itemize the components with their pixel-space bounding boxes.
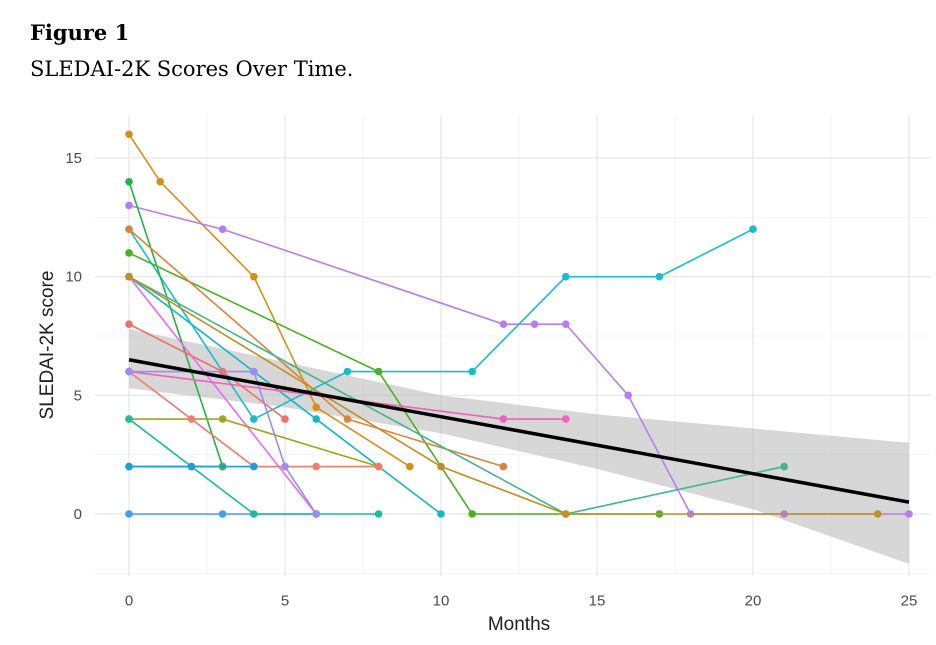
data-point bbox=[561, 272, 570, 281]
x-tick-label: 0 bbox=[125, 593, 133, 610]
data-point bbox=[312, 403, 321, 412]
data-point bbox=[250, 272, 258, 281]
data-point bbox=[125, 415, 133, 423]
data-point bbox=[561, 415, 570, 423]
y-tick-label: 5 bbox=[74, 387, 82, 404]
figure-label: Figure 1 bbox=[30, 20, 129, 45]
data-point bbox=[374, 367, 383, 376]
series-line bbox=[128, 276, 317, 515]
data-point bbox=[250, 415, 258, 423]
x-tick-label: 5 bbox=[281, 593, 289, 610]
x-tick-label: 25 bbox=[901, 593, 918, 610]
x-tick-label: 10 bbox=[433, 593, 450, 610]
data-point bbox=[125, 367, 133, 376]
y-axis-label: SLEDAI-2K score bbox=[37, 271, 58, 420]
data-point bbox=[530, 320, 539, 328]
data-point bbox=[125, 177, 133, 186]
data-point bbox=[250, 367, 258, 376]
trend-line bbox=[128, 358, 910, 504]
data-point bbox=[187, 415, 196, 423]
data-point bbox=[343, 415, 352, 423]
data-point bbox=[343, 367, 352, 376]
data-point bbox=[405, 462, 414, 471]
data-point bbox=[437, 462, 445, 471]
x-axis-label: Months bbox=[488, 614, 550, 635]
y-tick-label: 15 bbox=[65, 150, 82, 167]
data-point bbox=[468, 367, 476, 376]
data-point bbox=[125, 510, 133, 518]
data-point bbox=[437, 510, 445, 518]
data-point bbox=[218, 510, 227, 518]
y-tick-label: 0 bbox=[74, 506, 82, 523]
data-point bbox=[374, 510, 383, 518]
data-point bbox=[905, 510, 913, 518]
data-point bbox=[624, 391, 632, 400]
data-point bbox=[250, 462, 258, 471]
data-point bbox=[561, 510, 570, 518]
data-point bbox=[374, 462, 383, 471]
x-tick-label: 20 bbox=[745, 593, 762, 610]
data-point bbox=[125, 462, 133, 471]
data-point bbox=[125, 201, 133, 210]
data-point bbox=[281, 415, 289, 423]
data-point bbox=[218, 225, 227, 234]
data-point bbox=[780, 462, 788, 471]
x-tick-label: 15 bbox=[589, 593, 606, 610]
data-point bbox=[499, 462, 508, 471]
data-point bbox=[218, 415, 227, 423]
data-point bbox=[156, 177, 165, 186]
data-point bbox=[125, 272, 133, 281]
data-point bbox=[655, 272, 664, 281]
data-point bbox=[281, 462, 289, 471]
data-point bbox=[468, 510, 476, 518]
data-point bbox=[125, 249, 133, 257]
data-point bbox=[312, 510, 321, 518]
data-point bbox=[499, 415, 508, 423]
data-point bbox=[312, 462, 321, 471]
chart-title: SLEDAI-2K Scores Over Time. bbox=[30, 57, 353, 81]
data-point bbox=[125, 320, 133, 328]
data-point bbox=[187, 462, 196, 471]
data-point bbox=[561, 320, 570, 328]
series-line bbox=[128, 181, 224, 467]
y-tick-label: 10 bbox=[65, 269, 82, 286]
series-line bbox=[128, 275, 878, 515]
data-point bbox=[499, 320, 508, 328]
confidence-band bbox=[129, 328, 909, 564]
data-point bbox=[873, 510, 882, 518]
data-point bbox=[125, 225, 133, 234]
data-point bbox=[749, 225, 757, 234]
data-point bbox=[125, 130, 133, 139]
series-line bbox=[129, 418, 379, 468]
data-point bbox=[312, 415, 321, 423]
data-point bbox=[250, 510, 258, 518]
